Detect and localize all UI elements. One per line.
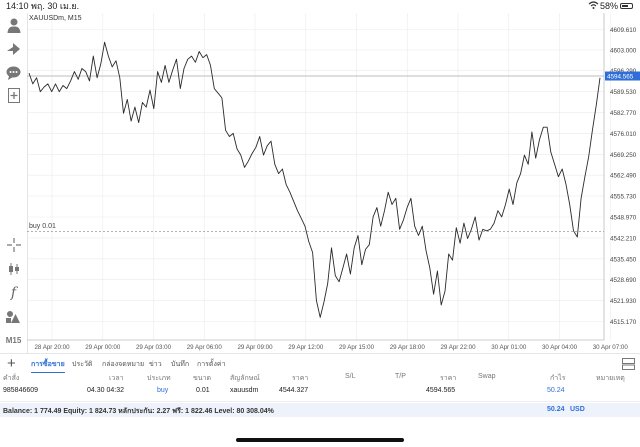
col-volume: ขนาด xyxy=(193,375,212,382)
cell-open-price: 4544.327 xyxy=(279,387,309,394)
position-line-label: buy 0.01 xyxy=(29,223,56,230)
status-time: 14:10 xyxy=(6,1,29,11)
col-tp: T/P xyxy=(395,373,406,380)
chart-canvas[interactable]: 28 Apr 20:00 29 Apr 00:00 29 Apr 03:00 29 A… xyxy=(27,13,640,353)
bottom-tabs: + การซื้อขาย ประวัติ กล่องจดหมาย ข่าว บั… xyxy=(0,353,640,374)
x-tick-label: 28 Apr 20:00 xyxy=(34,344,70,351)
person-icon[interactable] xyxy=(4,16,23,35)
col-sl: S/L xyxy=(345,373,356,380)
balance-summary: Balance: 1 774.49 Equity: 1 824.73 หลักป… xyxy=(3,408,274,415)
y-tick-label: 4609.610 xyxy=(610,27,637,34)
timeframe-label[interactable]: M15 xyxy=(5,336,22,345)
tab-journal[interactable]: บันทึก xyxy=(171,361,190,368)
share-icon[interactable] xyxy=(4,40,23,59)
x-tick-label: 29 Apr 12:00 xyxy=(288,344,324,351)
cell-type: buy xyxy=(157,387,169,394)
layout-icon[interactable] xyxy=(622,357,635,375)
status-bar: 14:10 พฤ. 30 เม.ย. 58% xyxy=(0,0,640,13)
crosshair-icon[interactable] xyxy=(4,235,23,254)
y-tick-label: 4562.490 xyxy=(610,173,637,180)
y-tick-label: 4515.170 xyxy=(610,319,637,326)
cell-volume: 0.01 xyxy=(196,387,210,394)
cell-profit: 50.24 xyxy=(547,387,565,394)
tab-news[interactable]: ข่าว xyxy=(149,361,162,368)
y-tick-label: 4576.010 xyxy=(610,131,637,138)
shapes-icon[interactable] xyxy=(4,307,23,326)
x-tick-label: 29 Apr 00:00 xyxy=(85,344,121,351)
total-profit: 50.24 xyxy=(547,406,565,413)
add-page-icon[interactable] xyxy=(4,86,23,105)
chart-symbol-label: XAUUSDm, M15 xyxy=(29,15,82,22)
status-date: พฤ. 30 เม.ย. xyxy=(31,1,80,11)
col-profit: กำไร xyxy=(550,375,566,382)
x-tick-label: 29 Apr 03:00 xyxy=(136,344,172,351)
tab-mailbox[interactable]: กล่องจดหมาย xyxy=(102,361,145,368)
x-tick-label: 30 Apr 04:00 xyxy=(542,344,578,351)
y-tick-label: 4548.970 xyxy=(610,214,637,221)
x-tick-label: 29 Apr 15:00 xyxy=(339,344,375,351)
left-toolbar: f M15 xyxy=(0,13,28,353)
price-chart[interactable]: 28 Apr 20:00 29 Apr 00:00 29 Apr 03:00 29 A… xyxy=(27,13,640,353)
y-tick-label: 4535.450 xyxy=(610,256,637,263)
y-tick-label: 4555.730 xyxy=(610,194,637,201)
y-tick-label: 4589.530 xyxy=(610,89,637,96)
chat-icon[interactable] xyxy=(4,63,23,82)
add-icon[interactable]: + xyxy=(7,355,16,372)
col-comment: หมายเหตุ xyxy=(596,375,625,382)
x-tick-label: 30 Apr 01:00 xyxy=(491,344,527,351)
y-tick-label: 4542.210 xyxy=(610,235,637,242)
tab-trade[interactable]: การซื้อขาย xyxy=(31,359,65,373)
tab-history[interactable]: ประวัติ xyxy=(72,361,93,368)
col-time: เวลา xyxy=(109,375,124,382)
y-tick-label: 4528.690 xyxy=(610,277,637,284)
cell-order: 985846609 xyxy=(3,387,39,394)
indicator-icon[interactable]: f xyxy=(10,284,17,301)
cell-time: 04.30 04:32 xyxy=(87,387,124,394)
candles-icon[interactable] xyxy=(4,259,23,278)
home-indicator[interactable] xyxy=(236,438,404,442)
table-header: คำสั่ง เวลา ประเภท ขนาด สัญลักษณ์ ราคา S… xyxy=(0,373,640,385)
account-currency: USD xyxy=(570,406,585,413)
y-tick-label: 4603.000 xyxy=(610,47,637,54)
current-price-label: 4594.565 xyxy=(607,73,634,80)
col-price: ราคา xyxy=(440,375,457,382)
tab-settings[interactable]: การตั้งค่า xyxy=(197,361,226,368)
price-series-line xyxy=(28,41,601,318)
x-tick-label: 30 Apr 07:00 xyxy=(593,344,629,351)
col-symbol: สัญลักษณ์ xyxy=(230,375,260,382)
battery-percent: 58% xyxy=(600,1,619,11)
col-order: คำสั่ง xyxy=(3,375,20,382)
balance-bar: Balance: 1 774.49 Equity: 1 824.73 หลักป… xyxy=(0,403,640,417)
y-tick-label: 4521.930 xyxy=(610,298,637,305)
y-tick-label: 4582.770 xyxy=(610,110,637,117)
cell-symbol: xauusdm xyxy=(230,387,259,394)
table-row[interactable]: 985846609 04.30 04:32 buy 0.01 xauusdm 4… xyxy=(0,387,640,402)
current-price-tag xyxy=(605,71,640,81)
battery-icon xyxy=(620,3,633,9)
wifi-icon xyxy=(588,0,599,14)
col-type: ประเภท xyxy=(147,375,171,382)
x-tick-label: 29 Apr 18:00 xyxy=(390,344,426,351)
y-tick-label: 4569.250 xyxy=(610,152,637,159)
x-tick-label: 29 Apr 06:00 xyxy=(187,344,223,351)
x-tick-label: 29 Apr 09:00 xyxy=(237,344,273,351)
col-open-price: ราคา xyxy=(292,375,309,382)
col-swap: Swap xyxy=(478,373,496,380)
cell-price: 4594.565 xyxy=(426,387,456,394)
x-tick-label: 29 Apr 22:00 xyxy=(440,344,476,351)
